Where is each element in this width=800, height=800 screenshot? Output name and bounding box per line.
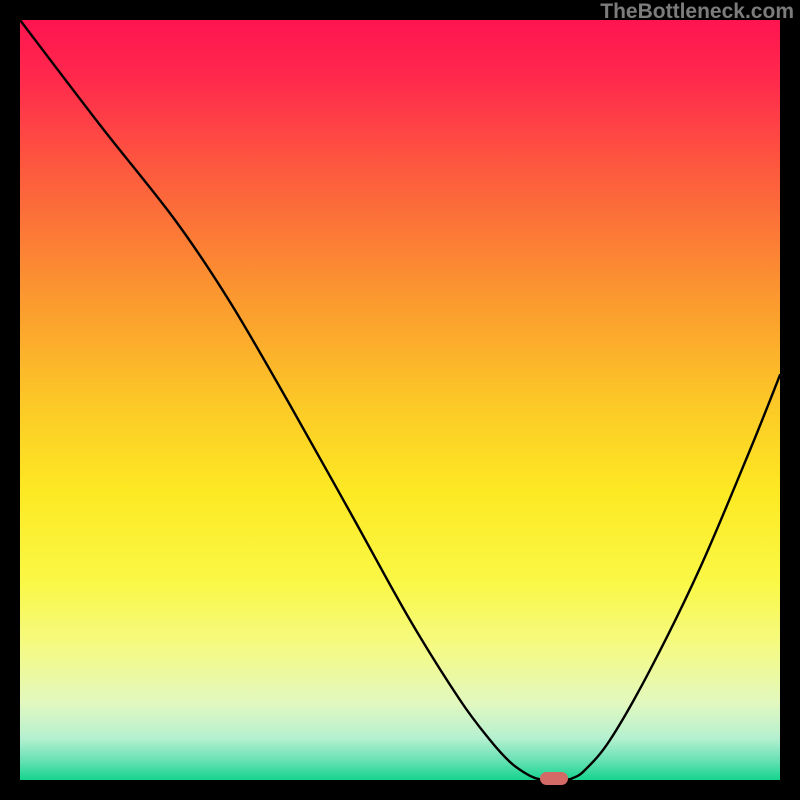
- bottleneck-curve: [20, 20, 780, 780]
- watermark-text: TheBottleneck.com: [600, 0, 794, 24]
- plot-area: [20, 20, 780, 780]
- bottleneck-chart: TheBottleneck.com: [0, 0, 800, 800]
- optimal-marker: [540, 772, 568, 785]
